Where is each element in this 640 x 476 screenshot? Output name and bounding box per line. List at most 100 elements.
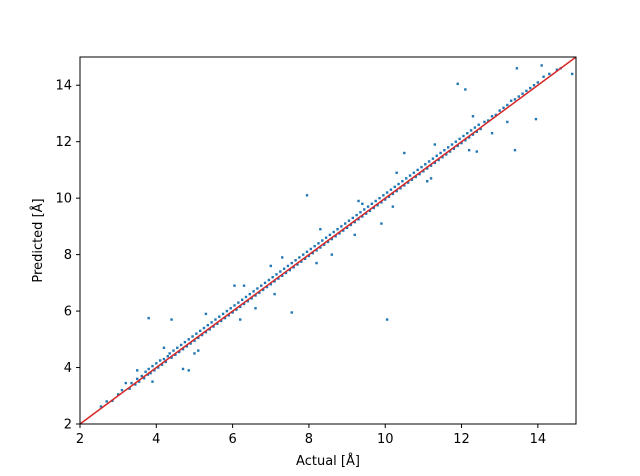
data-point	[422, 170, 425, 173]
data-point	[458, 137, 461, 141]
y-axis-label: Predicted [Å]	[30, 198, 46, 282]
data-point	[330, 253, 334, 256]
data-point	[336, 228, 339, 231]
data-point	[315, 249, 318, 252]
data-point	[321, 239, 324, 242]
data-point	[273, 280, 276, 283]
data-point	[218, 315, 221, 318]
data-point	[429, 177, 433, 180]
data-point	[406, 181, 410, 184]
data-point	[456, 144, 459, 148]
data-point	[353, 233, 356, 237]
data-point	[208, 328, 211, 331]
data-point	[420, 165, 423, 169]
data-point	[221, 312, 225, 316]
data-point	[347, 219, 351, 222]
data-point	[426, 180, 429, 183]
data-point	[302, 253, 305, 256]
data-point	[183, 340, 187, 344]
data-point	[254, 294, 257, 297]
data-point	[317, 242, 320, 245]
data-point	[405, 177, 408, 180]
data-point	[210, 321, 213, 324]
data-point	[178, 350, 181, 354]
data-point	[193, 339, 196, 342]
data-point	[227, 314, 230, 317]
data-point	[536, 81, 540, 84]
data-point	[239, 305, 242, 309]
data-point	[290, 261, 293, 265]
data-point	[384, 198, 387, 201]
data-point	[338, 232, 341, 235]
data-point	[372, 206, 375, 210]
data-point	[149, 371, 152, 375]
data-point	[397, 182, 400, 186]
data-point	[185, 345, 189, 348]
data-point	[351, 216, 354, 220]
data-point	[296, 263, 299, 266]
data-point	[290, 311, 293, 314]
data-point	[153, 369, 156, 372]
data-point	[446, 146, 450, 149]
data-point	[521, 92, 524, 95]
data-point	[151, 380, 154, 383]
x-axis-ticks: 2 4 6 8 10 12 14	[76, 424, 546, 447]
data-point	[433, 143, 437, 146]
data-point	[164, 360, 168, 364]
data-point	[357, 199, 360, 203]
data-point	[506, 103, 509, 107]
data-point	[191, 335, 194, 338]
data-point	[223, 316, 227, 320]
data-point	[389, 188, 393, 191]
data-point	[374, 199, 377, 203]
data-point	[204, 331, 208, 334]
data-point	[303, 257, 307, 261]
data-point	[326, 240, 330, 244]
data-point	[286, 264, 290, 268]
data-point	[477, 123, 480, 126]
identity-fit-line	[79, 56, 577, 425]
data-point	[281, 274, 284, 277]
data-point	[288, 268, 292, 272]
data-point	[305, 194, 309, 197]
data-point	[195, 332, 198, 335]
y-tick-label: 14	[55, 79, 72, 94]
data-point	[328, 233, 332, 237]
data-point	[281, 256, 284, 259]
data-point	[244, 295, 248, 299]
data-point	[433, 161, 437, 165]
data-point	[366, 205, 370, 208]
data-point	[487, 119, 490, 122]
data-point	[330, 237, 334, 241]
data-point	[233, 284, 236, 287]
data-point	[105, 400, 108, 403]
data-point	[261, 288, 265, 292]
data-point	[174, 353, 177, 357]
data-point	[473, 126, 477, 129]
data-point	[229, 307, 232, 310]
data-point	[353, 220, 356, 224]
data-point	[424, 163, 427, 166]
data-point	[315, 261, 318, 265]
data-point	[193, 352, 196, 355]
data-point	[250, 297, 253, 300]
data-point	[401, 180, 404, 183]
data-point	[454, 140, 458, 143]
data-point	[231, 311, 234, 314]
data-point	[441, 156, 444, 159]
data-point	[298, 256, 301, 259]
data-point	[506, 120, 509, 124]
data-point	[483, 120, 486, 124]
data-point	[202, 326, 206, 330]
data-point	[166, 355, 169, 358]
data-point	[391, 205, 395, 208]
data-point	[452, 147, 456, 150]
data-point	[128, 387, 131, 390]
data-point	[120, 388, 124, 392]
data-point	[460, 141, 463, 145]
data-point	[385, 191, 389, 194]
data-point	[343, 222, 347, 225]
y-tick-label: 12	[55, 135, 72, 150]
data-point	[370, 202, 374, 205]
